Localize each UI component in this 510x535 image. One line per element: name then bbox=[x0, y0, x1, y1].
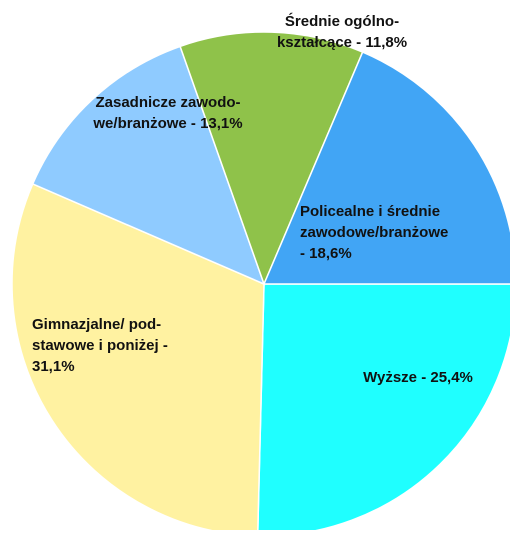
slice-label: Wyższe - 25,4% bbox=[363, 369, 473, 386]
pie-slice bbox=[262, 51, 510, 285]
slice-label: zawodowe/branżowe bbox=[300, 224, 448, 241]
pie-slice bbox=[11, 182, 265, 535]
pie-slice bbox=[256, 283, 510, 535]
slice-label: kształcące - 11,8% bbox=[277, 34, 407, 51]
pie-slice bbox=[179, 31, 364, 287]
slice-label: Gimnazjalne/ pod- bbox=[32, 316, 161, 333]
slice-label: stawowe i poniżej - bbox=[32, 337, 168, 354]
slice-label: Średnie ogólno- bbox=[285, 12, 399, 30]
slice-label: we/branżowe - 13,1% bbox=[92, 115, 242, 132]
pie-slice bbox=[31, 45, 266, 286]
slice-label: - 18,6% bbox=[300, 245, 352, 262]
slice-label: Policealne i średnie bbox=[300, 203, 440, 220]
slice-label: 31,1% bbox=[32, 358, 75, 375]
slice-label: Zasadnicze zawodo- bbox=[95, 94, 240, 111]
